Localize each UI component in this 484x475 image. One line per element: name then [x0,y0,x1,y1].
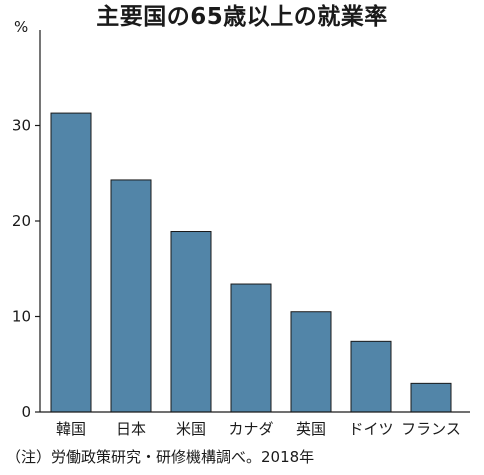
chart-title: 主要国の65歳以上の就業率 [96,4,388,30]
x-category-label: ドイツ [348,420,393,438]
y-tick-label: 0 [21,403,31,421]
y-tick-label: 10 [12,308,31,326]
bar [350,340,392,413]
y-tick-label: 30 [12,117,31,135]
y-axis-ticks: 0 10 20 30 [12,117,40,421]
source-note: （注）労働政策研究・研修機構調べ。2018年 [6,448,315,466]
bars [50,112,452,413]
bar [50,112,92,413]
x-category-label: フランス [401,420,461,438]
x-category-label: 英国 [296,420,326,438]
x-category-label: 米国 [176,420,206,438]
bar [230,283,272,413]
x-category-label: 日本 [116,420,146,438]
bar [410,382,452,413]
x-axis-labels: 韓国 日本 米国 カナダ 英国 ドイツ フランス [56,420,461,438]
y-tick-label: 20 [12,212,31,230]
y-axis-unit-label: % [14,18,28,36]
bar [170,231,212,413]
x-category-label: 韓国 [56,420,86,438]
bar [110,179,152,413]
bar [290,311,332,413]
x-category-label: カナダ [228,420,273,438]
